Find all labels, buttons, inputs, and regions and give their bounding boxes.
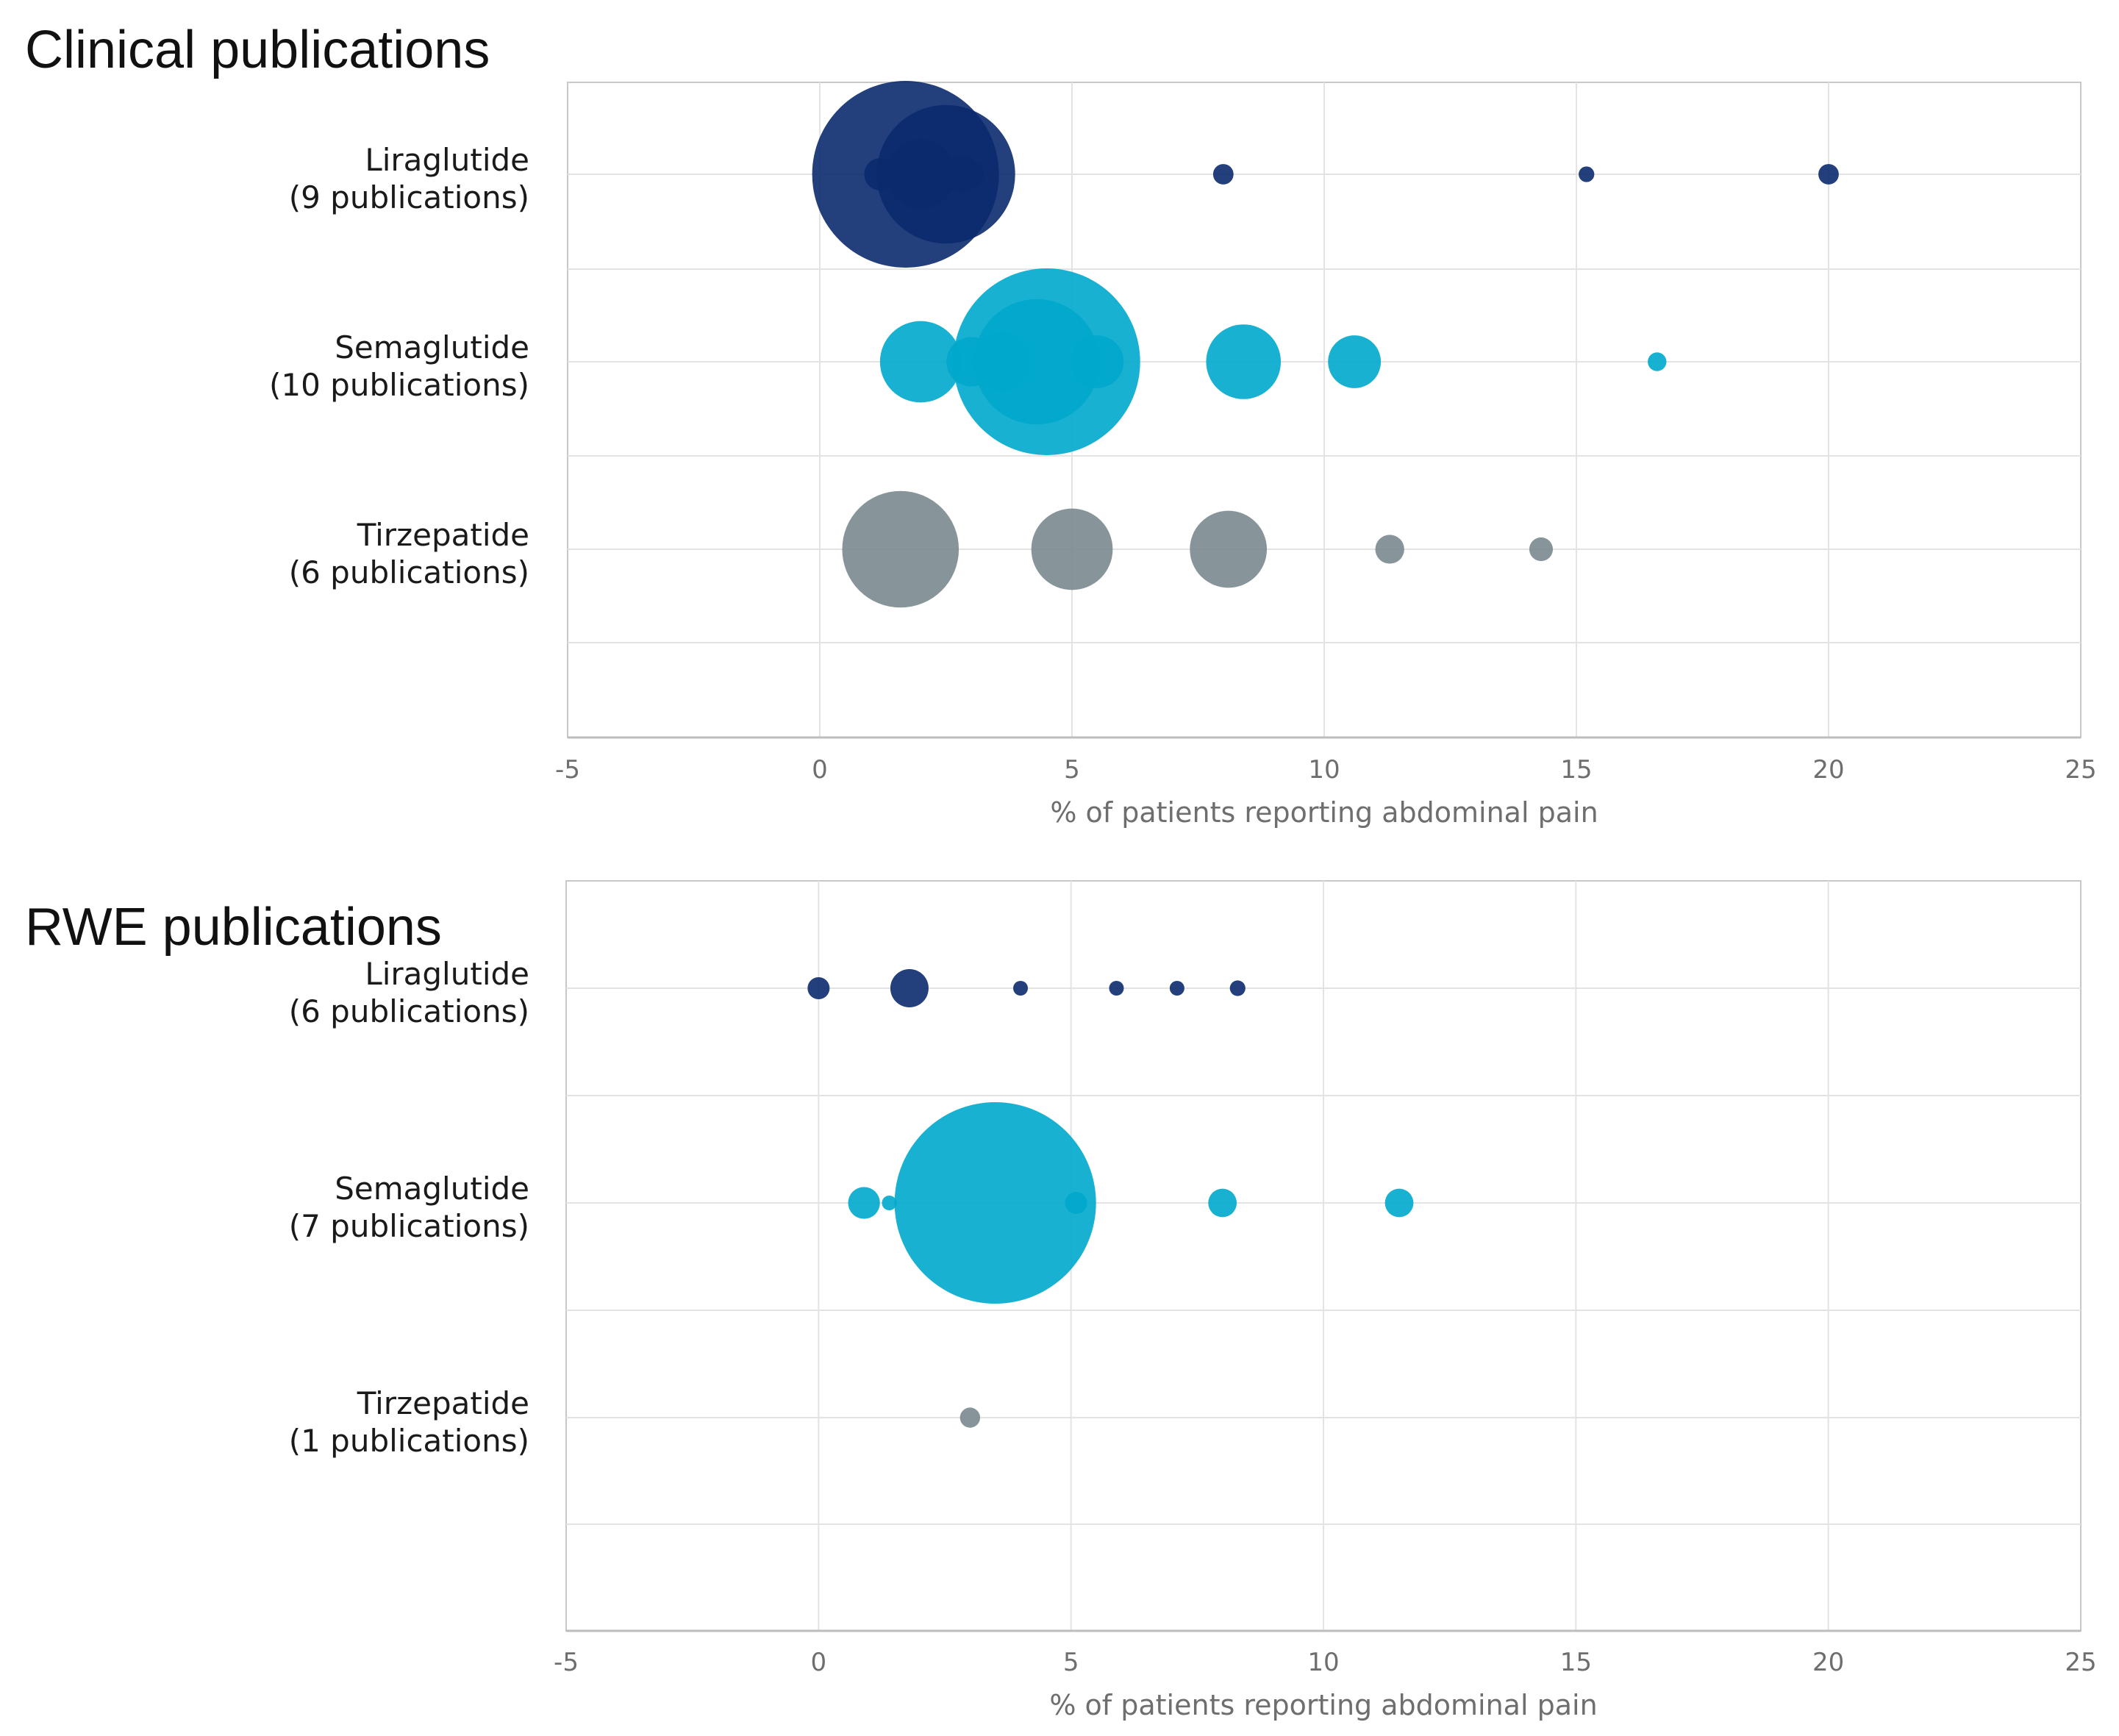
bubble-tirzepatide (1031, 508, 1113, 590)
x-tick-label: 20 (1812, 755, 1844, 785)
bubble-liraglutide (1212, 164, 1234, 185)
bubble-liraglutide (807, 976, 830, 1000)
category-label: Semaglutide (335, 1171, 529, 1207)
category-label: Liraglutide (365, 956, 529, 992)
bubble-liraglutide (957, 161, 985, 187)
x-tick-label: 5 (1063, 1648, 1079, 1677)
x-tick-label: 0 (811, 1648, 827, 1677)
bubble-semaglutide (1648, 352, 1667, 371)
category-label: Liraglutide (365, 142, 529, 178)
bubble-liraglutide (890, 969, 929, 1007)
bubble-tirzepatide (1529, 537, 1554, 562)
category-label: Tirzepatide (357, 517, 529, 553)
x-tick-label: 15 (1560, 1648, 1592, 1677)
bubble-semaglutide (1208, 1188, 1237, 1218)
category-publication-count: (1 publications) (289, 1423, 529, 1459)
chart-title: RWE publications (25, 898, 442, 957)
bubble-semaglutide (882, 1196, 897, 1210)
category-publication-count: (9 publications) (289, 179, 529, 215)
bubble-semaglutide (1065, 1191, 1087, 1215)
bubble-semaglutide (946, 337, 996, 387)
category-publication-count: (6 publications) (289, 554, 529, 590)
bubble-liraglutide (1229, 980, 1246, 996)
x-tick-label: 0 (812, 755, 828, 785)
bubble-semaglutide (973, 299, 1100, 425)
bubble-liraglutide (1013, 981, 1028, 996)
bubble-liraglutide (1109, 981, 1124, 996)
bubble-semaglutide (879, 321, 962, 403)
bubble-tirzepatide (960, 1407, 981, 1428)
x-tick-label: 10 (1307, 1648, 1339, 1677)
x-tick-label: 25 (2065, 1648, 2096, 1677)
x-tick-label: -5 (555, 755, 580, 785)
chart-title: Clinical publications (25, 21, 490, 79)
category-publication-count: (10 publications) (269, 367, 529, 403)
bubble-tirzepatide (1375, 535, 1404, 564)
bubble-liraglutide (1169, 981, 1184, 996)
x-tick-label: 15 (1560, 755, 1592, 785)
x-axis-label: % of patients reporting abdominal pain (1049, 1689, 1597, 1721)
bubble-semaglutide (894, 1102, 1096, 1304)
bubble-tirzepatide (1190, 510, 1268, 588)
bubble-liraglutide (1579, 166, 1595, 182)
chart-panel-2: RWE publications -5 0 5 10 15 20 25 % of patient… (25, 880, 2097, 1721)
x-tick-label: 25 (2065, 755, 2096, 785)
bubble-semaglutide (1206, 324, 1282, 399)
category-label: Tirzepatide (357, 1385, 529, 1421)
bubble-liraglutide (885, 139, 956, 210)
category-label: Semaglutide (335, 329, 529, 365)
category-publication-count: (6 publications) (289, 993, 529, 1029)
bubble-semaglutide (1384, 1188, 1414, 1218)
x-tick-label: 10 (1308, 755, 1340, 785)
bubble-liraglutide (864, 158, 897, 190)
x-tick-label: 5 (1064, 755, 1080, 785)
x-tick-label: -5 (554, 1648, 579, 1677)
bubble-tirzepatide (842, 490, 960, 608)
x-axis-label: % of patients reporting abdominal pain (1050, 796, 1598, 829)
bubble-semaglutide (848, 1187, 880, 1219)
bubble-semaglutide (1071, 335, 1124, 388)
bubble-semaglutide (1328, 335, 1382, 388)
category-publication-count: (7 publications) (289, 1208, 529, 1244)
chart-panel-1: Clinical publications -5 0 5 10 15 20 25 % of pa… (25, 21, 2097, 829)
bubble-liraglutide (1818, 164, 1839, 185)
x-tick-label: 20 (1812, 1648, 1844, 1677)
